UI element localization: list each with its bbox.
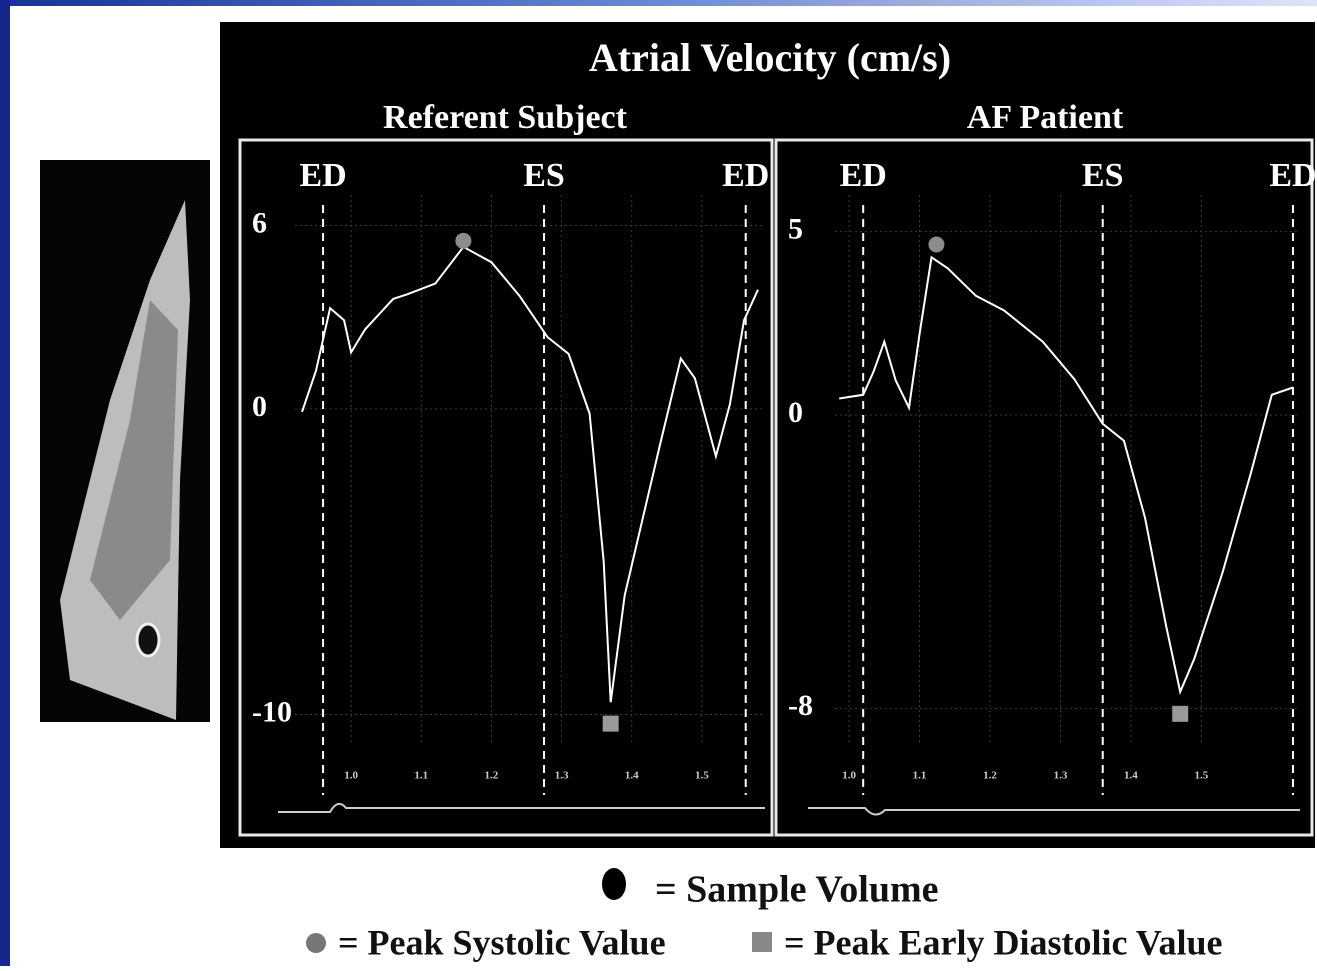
y-tick-label: 6 [252,206,267,239]
panel-title: AF Patient [967,99,1124,136]
event-label: ED [840,157,887,194]
peak-diastolic-marker [1172,705,1189,722]
x-tick-label: 1.4 [1124,770,1138,782]
sample-volume-icon [135,622,161,658]
event-label: ED [722,157,769,194]
x-tick-label: 1.5 [1194,770,1208,782]
x-tick-label: 1.2 [983,770,997,782]
x-tick-label: 1.1 [414,770,428,782]
legend-text: = Sample Volume [655,869,938,911]
velocity-line [839,255,1294,696]
panel-title: Referent Subject [383,99,628,136]
event-label: ED [299,157,346,194]
x-tick-label: 1.0 [842,770,856,782]
x-tick-label: 1.4 [625,770,639,782]
y-tick-label: 0 [788,396,803,429]
y-tick-label: -10 [252,695,292,728]
event-label: ES [523,157,565,194]
y-tick-label: 5 [788,213,803,246]
peak-diastolic-symbol [752,932,772,952]
velocity-line [301,245,759,703]
y-tick-label: -8 [788,689,813,722]
event-label: ED [1269,157,1316,194]
legend-text: = Peak Early Diastolic Value [784,922,1223,962]
figure-title: Atrial Velocity (cm/s) [589,35,951,80]
x-tick-label: 1.3 [1054,770,1068,782]
x-tick-label: 1.5 [695,770,709,782]
ecg-trace [278,802,765,813]
peak-systolic-marker [455,232,472,249]
top-band [0,0,1317,6]
ecg-trace [808,807,1300,816]
x-tick-label: 1.1 [913,770,927,782]
peak-diastolic-marker [602,715,619,732]
echo-shade [90,300,178,620]
sample-volume-symbol [602,868,626,900]
peak-systolic-marker [928,236,945,253]
x-tick-label: 1.2 [485,770,499,782]
legend-text: = Peak Systolic Value [338,922,666,962]
panel-frame [238,138,774,837]
panel-frame [774,138,1314,837]
plot-panel [220,22,1315,848]
peak-systolic-symbol [306,933,326,953]
y-tick-label: 0 [252,390,267,423]
left-band [0,0,10,966]
x-tick-label: 1.0 [344,770,358,782]
event-label: ES [1082,157,1124,194]
x-tick-label: 1.3 [555,770,569,782]
